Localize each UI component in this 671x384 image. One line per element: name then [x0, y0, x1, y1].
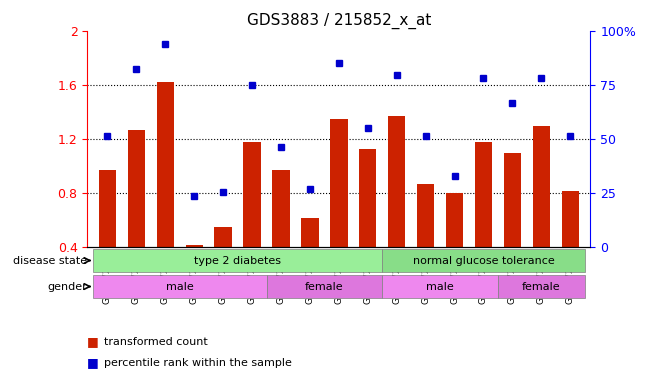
FancyBboxPatch shape: [382, 249, 584, 272]
Text: male: male: [166, 281, 194, 291]
Text: gender: gender: [48, 281, 87, 291]
Text: disease state: disease state: [13, 255, 87, 265]
Bar: [417, 184, 434, 248]
Bar: [446, 193, 463, 248]
FancyBboxPatch shape: [266, 275, 382, 298]
Bar: [562, 190, 579, 248]
Text: ■: ■: [87, 356, 99, 369]
Title: GDS3883 / 215852_x_at: GDS3883 / 215852_x_at: [247, 13, 431, 29]
Bar: [272, 170, 290, 248]
Bar: [533, 126, 550, 248]
Bar: [475, 142, 492, 248]
Text: percentile rank within the sample: percentile rank within the sample: [104, 358, 292, 368]
FancyBboxPatch shape: [93, 275, 266, 298]
Bar: [186, 245, 203, 248]
Bar: [127, 130, 145, 248]
Text: transformed count: transformed count: [104, 337, 208, 347]
FancyBboxPatch shape: [498, 275, 584, 298]
Bar: [504, 153, 521, 248]
Text: type 2 diabetes: type 2 diabetes: [194, 255, 281, 265]
Text: ■: ■: [87, 335, 99, 348]
Text: female: female: [522, 281, 561, 291]
Bar: [359, 149, 376, 248]
Bar: [330, 119, 348, 248]
FancyBboxPatch shape: [382, 275, 498, 298]
Bar: [99, 170, 116, 248]
Bar: [244, 142, 261, 248]
Bar: [156, 82, 174, 248]
Text: normal glucose tolerance: normal glucose tolerance: [413, 255, 554, 265]
Bar: [388, 116, 405, 248]
Text: female: female: [305, 281, 344, 291]
Bar: [215, 227, 232, 248]
Text: male: male: [426, 281, 454, 291]
FancyBboxPatch shape: [93, 249, 382, 272]
Bar: [301, 218, 319, 248]
